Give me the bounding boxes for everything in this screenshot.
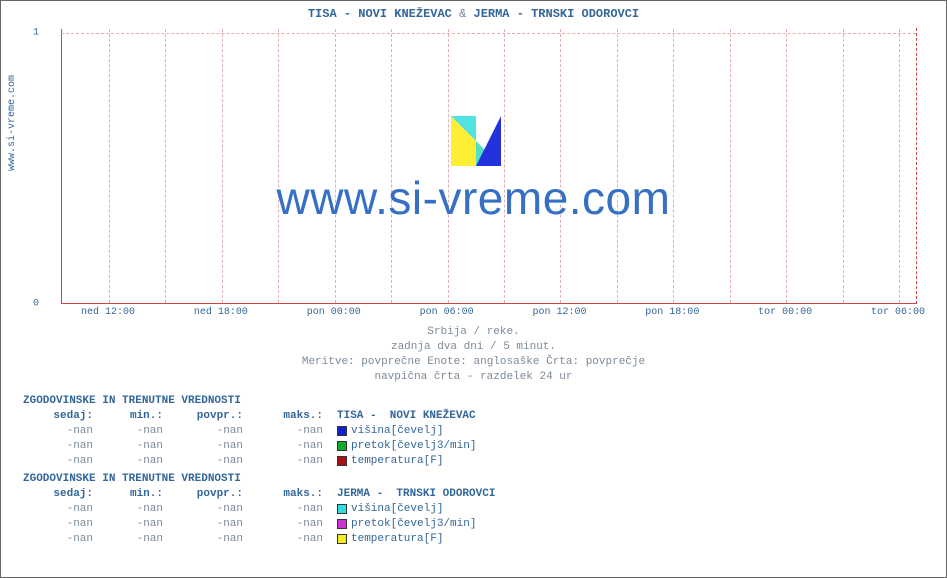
watermark-icon bbox=[451, 116, 501, 166]
side-url-label: www.si-vreme.com bbox=[7, 75, 18, 171]
col-sedaj: sedaj: bbox=[23, 488, 93, 500]
table-row: -nan-nan-nan-nanpretok[čevelj3/min] bbox=[23, 516, 495, 531]
xtick-label: pon 06:00 bbox=[420, 307, 474, 318]
cell-sedaj: -nan bbox=[23, 503, 93, 515]
cell-povpr: -nan bbox=[163, 455, 243, 467]
vgrid bbox=[278, 29, 279, 303]
cell-maks: -nan bbox=[243, 455, 323, 467]
vgrid bbox=[899, 29, 900, 303]
cell-label: pretok[čevelj3/min] bbox=[351, 518, 476, 530]
cell-label: višina[čevelj] bbox=[351, 425, 443, 437]
col-sedaj: sedaj: bbox=[23, 410, 93, 422]
cell-sedaj: -nan bbox=[23, 440, 93, 452]
cell-min: -nan bbox=[93, 440, 163, 452]
vgrid bbox=[617, 29, 618, 303]
ytick-0: 0 bbox=[33, 299, 39, 310]
col-maks: maks.: bbox=[243, 488, 323, 500]
vgrid bbox=[448, 29, 449, 303]
block2-name: JERMA - TRNSKI ODOROVCI bbox=[337, 488, 495, 500]
chart-title: TISA - NOVI KNEŽEVAC & JERMA - TRNSKI OD… bbox=[1, 7, 946, 21]
cell-label: temperatura[F] bbox=[351, 533, 443, 545]
block2-header: ZGODOVINSKE IN TRENUTNE VREDNOSTI bbox=[23, 471, 495, 486]
cell-maks: -nan bbox=[243, 440, 323, 452]
vgrid bbox=[560, 29, 561, 303]
cell-maks: -nan bbox=[243, 425, 323, 437]
plot-region bbox=[61, 29, 916, 304]
cell-label: temperatura[F] bbox=[351, 455, 443, 467]
cell-povpr: -nan bbox=[163, 440, 243, 452]
color-swatch bbox=[337, 534, 347, 544]
cell-povpr: -nan bbox=[163, 425, 243, 437]
col-povpr: povpr.: bbox=[163, 488, 243, 500]
cell-povpr: -nan bbox=[163, 518, 243, 530]
block1-cols: sedaj:min.:povpr.:maks.: TISA - NOVI KNEŽ… bbox=[23, 408, 476, 423]
xtick-label: tor 06:00 bbox=[871, 307, 925, 318]
color-swatch bbox=[337, 441, 347, 451]
chart-container: www.si-vreme.com TISA - NOVI KNEŽEVAC & … bbox=[0, 0, 947, 578]
col-povpr: povpr.: bbox=[163, 410, 243, 422]
xtick-label: ned 12:00 bbox=[81, 307, 135, 318]
table-row: -nan-nan-nan-nantemperatura[F] bbox=[23, 531, 495, 546]
cell-maks: -nan bbox=[243, 533, 323, 545]
cell-sedaj: -nan bbox=[23, 425, 93, 437]
cell-min: -nan bbox=[93, 455, 163, 467]
watermark-text: www.si-vreme.com bbox=[1, 171, 946, 225]
subline-4: navpična črta - razdelek 24 ur bbox=[1, 370, 946, 385]
table-row: -nan-nan-nan-nanvišina[čevelj] bbox=[23, 423, 476, 438]
col-maks: maks.: bbox=[243, 410, 323, 422]
block2-cols: sedaj:min.:povpr.:maks.: JERMA - TRNSKI O… bbox=[23, 486, 495, 501]
block1-name: TISA - NOVI KNEŽEVAC bbox=[337, 410, 476, 422]
cell-maks: -nan bbox=[243, 518, 323, 530]
subline-3: Meritve: povprečne Enote: anglosaške Črt… bbox=[1, 355, 946, 370]
subline-2: zadnja dva dni / 5 minut. bbox=[1, 340, 946, 355]
col-min: min.: bbox=[93, 488, 163, 500]
data-block-2: ZGODOVINSKE IN TRENUTNE VREDNOSTI sedaj:… bbox=[23, 471, 495, 546]
color-swatch bbox=[337, 426, 347, 436]
vgrid bbox=[335, 29, 336, 303]
vgrid bbox=[673, 29, 674, 303]
hgrid-1 bbox=[61, 33, 916, 34]
xtick-label: tor 00:00 bbox=[758, 307, 812, 318]
cell-min: -nan bbox=[93, 503, 163, 515]
color-swatch bbox=[337, 504, 347, 514]
vgrid bbox=[730, 29, 731, 303]
col-min: min.: bbox=[93, 410, 163, 422]
xtick-label: pon 12:00 bbox=[532, 307, 586, 318]
color-swatch bbox=[337, 456, 347, 466]
color-swatch bbox=[337, 519, 347, 529]
xtick-label: ned 18:00 bbox=[194, 307, 248, 318]
vgrid bbox=[222, 29, 223, 303]
table-row: -nan-nan-nan-nanvišina[čevelj] bbox=[23, 501, 495, 516]
cell-min: -nan bbox=[93, 533, 163, 545]
cell-label: pretok[čevelj3/min] bbox=[351, 440, 476, 452]
chart-subtitle: Srbija / reke. zadnja dva dni / 5 minut.… bbox=[1, 325, 946, 385]
block1-header: ZGODOVINSKE IN TRENUTNE VREDNOSTI bbox=[23, 393, 476, 408]
title-amp: & bbox=[452, 7, 474, 21]
vgrid bbox=[391, 29, 392, 303]
cell-label: višina[čevelj] bbox=[351, 503, 443, 515]
subline-1: Srbija / reke. bbox=[1, 325, 946, 340]
vgrid bbox=[843, 29, 844, 303]
xtick-label: pon 00:00 bbox=[307, 307, 361, 318]
table-row: -nan-nan-nan-nanpretok[čevelj3/min] bbox=[23, 438, 476, 453]
cell-maks: -nan bbox=[243, 503, 323, 515]
vgrid bbox=[109, 29, 110, 303]
plot-right-marker bbox=[916, 28, 917, 304]
cell-sedaj: -nan bbox=[23, 533, 93, 545]
cell-sedaj: -nan bbox=[23, 455, 93, 467]
title-series-a: TISA - NOVI KNEŽEVAC bbox=[308, 7, 452, 21]
ytick-1: 1 bbox=[33, 28, 39, 39]
table-row: -nan-nan-nan-nantemperatura[F] bbox=[23, 453, 476, 468]
vgrid bbox=[504, 29, 505, 303]
cell-min: -nan bbox=[93, 518, 163, 530]
vgrid bbox=[786, 29, 787, 303]
xtick-label: pon 18:00 bbox=[645, 307, 699, 318]
cell-sedaj: -nan bbox=[23, 518, 93, 530]
vgrid bbox=[165, 29, 166, 303]
cell-povpr: -nan bbox=[163, 503, 243, 515]
cell-povpr: -nan bbox=[163, 533, 243, 545]
cell-min: -nan bbox=[93, 425, 163, 437]
title-series-b: JERMA - TRNSKI ODOROVCI bbox=[474, 7, 640, 21]
data-block-1: ZGODOVINSKE IN TRENUTNE VREDNOSTI sedaj:… bbox=[23, 393, 476, 468]
